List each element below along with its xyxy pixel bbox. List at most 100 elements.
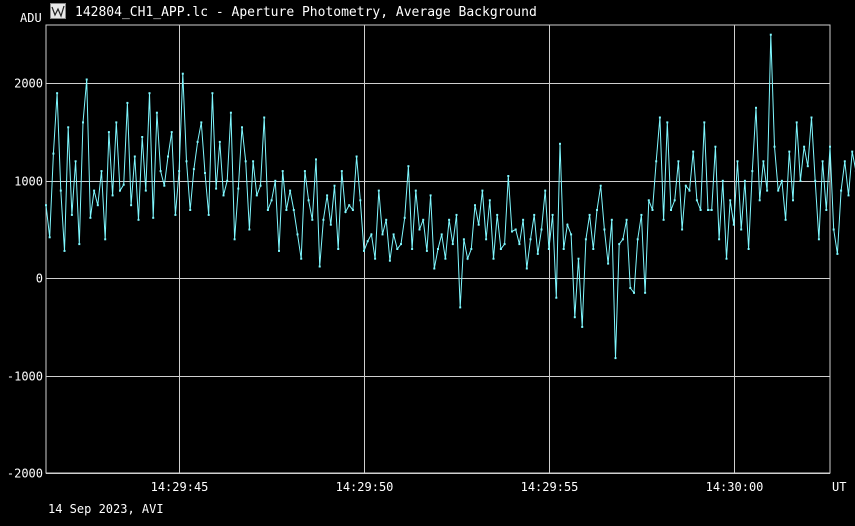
data-point [285,209,288,211]
data-point [577,257,580,260]
data-point [274,179,277,182]
data-point [70,213,73,216]
data-point [718,238,721,241]
data-point [551,213,554,216]
data-point [522,218,525,221]
data-point [126,101,129,104]
data-point [629,287,632,289]
data-point [344,211,347,213]
data-point [511,230,513,233]
data-point [670,209,672,211]
data-point [141,136,144,138]
data-point [810,116,813,119]
data-point [499,248,502,250]
data-point [56,92,59,95]
data-point [296,233,299,236]
data-point [547,248,550,250]
data-point [544,189,547,192]
x-tick-label: 14:30:00 [706,480,764,494]
data-point [107,131,110,134]
data-point [762,160,765,163]
y-tick-label: 0 [36,272,43,286]
data-point [370,233,373,236]
data-point [281,170,284,173]
data-point [814,179,817,182]
data-point [174,213,177,216]
x-tick-label: 14:29:50 [336,480,394,494]
data-point [440,233,443,236]
data-point [388,259,391,262]
data-point [211,92,214,95]
data-point [655,160,658,163]
data-point [681,228,684,231]
data-point [588,213,591,216]
data-point [96,204,99,207]
data-point [769,33,772,36]
data-point [155,111,158,114]
data-point [100,170,103,173]
data-point [189,209,192,211]
data-point [459,306,462,309]
data-point [710,209,713,211]
title-bar: 142804_CH1_APP.lc - Aperture Photometry,… [0,0,855,24]
data-point [843,160,846,163]
data-point [111,194,114,197]
data-point [311,218,314,221]
data-point [130,204,133,207]
data-point [200,121,203,124]
data-point [555,296,558,299]
data-point [492,257,495,260]
data-point [351,209,354,211]
data-point [729,199,732,202]
data-point [621,238,624,241]
data-point [355,155,358,158]
data-point [803,145,806,148]
lightcurve-app-icon [50,3,66,19]
y-tick-label: -1000 [7,370,43,384]
data-point [48,236,51,239]
data-point [244,160,247,163]
data-point [488,199,491,202]
data-point [163,184,166,187]
data-point [192,168,195,171]
data-point [425,249,428,252]
data-point [226,179,229,182]
data-point [695,199,698,202]
data-point [714,145,717,148]
data-point [422,218,425,221]
data-point [237,187,240,190]
data-point [363,249,365,252]
data-point [52,152,55,155]
data-point [322,218,325,221]
data-point [470,248,473,250]
data-point [743,179,746,182]
data-point [503,243,506,246]
data-point [119,189,121,192]
data-point [289,189,292,192]
data-point [533,213,536,216]
data-point [773,145,776,148]
data-point [821,160,824,163]
data-point [78,243,81,246]
data-point [411,248,414,250]
data-point [788,150,791,153]
data-point [825,209,828,211]
data-point [403,216,406,219]
data-point [444,257,447,260]
data-point [333,184,336,187]
data-point [573,316,576,319]
data-point [658,116,661,119]
data-point [662,218,665,221]
data-point [196,140,199,143]
data-point [599,184,602,187]
data-point [507,175,510,177]
data-point [229,111,232,114]
window-title: 142804_CH1_APP.lc - Aperture Photometry,… [75,5,537,20]
data-point [448,218,451,221]
data-point [618,243,621,246]
data-point [159,170,162,173]
data-point [85,78,88,81]
data-point [806,165,809,168]
y-tick-label: 2000 [14,77,43,91]
